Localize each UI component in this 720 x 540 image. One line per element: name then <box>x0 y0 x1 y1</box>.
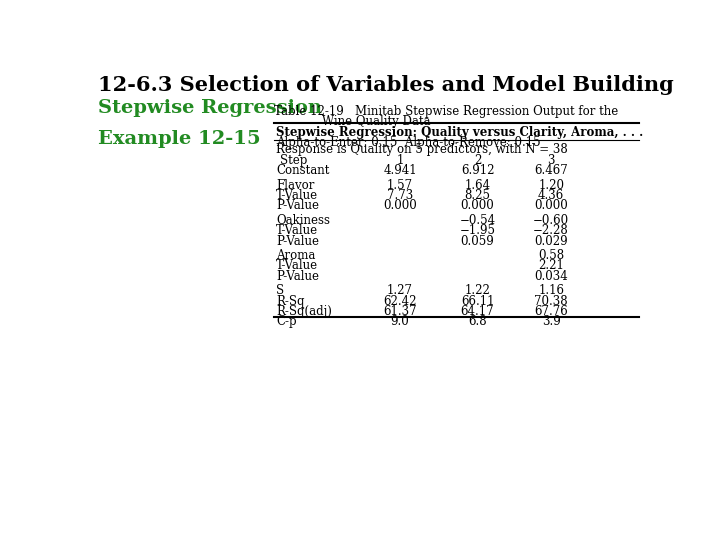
Text: C-p: C-p <box>276 315 297 328</box>
Text: 0.000: 0.000 <box>383 199 417 212</box>
Text: T-Value: T-Value <box>276 224 318 238</box>
Text: 1.27: 1.27 <box>387 285 413 298</box>
Text: 67.76: 67.76 <box>534 305 568 318</box>
Text: T-Value: T-Value <box>276 259 318 273</box>
Text: Stepwise Regression: Stepwise Regression <box>98 99 322 117</box>
Text: 7.73: 7.73 <box>387 189 413 202</box>
Text: 12-6.3 Selection of Variables and Model Building: 12-6.3 Selection of Variables and Model … <box>98 75 673 95</box>
Text: Stepwise Regression: Quality versus Clarity, Aroma, . . .: Stepwise Regression: Quality versus Clar… <box>276 126 643 139</box>
Text: −0.54: −0.54 <box>459 214 495 227</box>
Text: R-Sq(adj): R-Sq(adj) <box>276 305 332 318</box>
Text: Response is Quality on 5 predictors, with N = 38: Response is Quality on 5 predictors, wit… <box>276 143 568 157</box>
Text: Aroma: Aroma <box>276 249 315 262</box>
Text: S: S <box>276 285 284 298</box>
Text: Oakiness: Oakiness <box>276 214 330 227</box>
Text: Wine Quality Data: Wine Quality Data <box>323 115 431 128</box>
Text: 6.912: 6.912 <box>461 164 494 177</box>
Text: 1.57: 1.57 <box>387 179 413 192</box>
Text: P-Value: P-Value <box>276 234 319 247</box>
Text: 3: 3 <box>547 154 555 167</box>
Text: 64.17: 64.17 <box>461 305 495 318</box>
Text: 66.11: 66.11 <box>461 294 494 308</box>
Text: 1.22: 1.22 <box>464 285 490 298</box>
Text: P-Value: P-Value <box>276 199 319 212</box>
Text: 0.034: 0.034 <box>534 269 568 282</box>
Text: Example 12-15: Example 12-15 <box>98 130 261 148</box>
Text: Constant: Constant <box>276 164 329 177</box>
Text: 0.059: 0.059 <box>461 234 495 247</box>
Text: 0.000: 0.000 <box>534 199 568 212</box>
Text: 62.42: 62.42 <box>383 294 417 308</box>
Text: 0.58: 0.58 <box>538 249 564 262</box>
Text: Alpha-to-Enter: 0.15  Alpha-to-Remove: 0.15: Alpha-to-Enter: 0.15 Alpha-to-Remove: 0.… <box>276 137 541 150</box>
Text: 0.029: 0.029 <box>534 234 568 247</box>
Text: 0.000: 0.000 <box>461 199 495 212</box>
Text: 1: 1 <box>396 154 404 167</box>
Text: 2.21: 2.21 <box>538 259 564 273</box>
Text: 4.36: 4.36 <box>538 189 564 202</box>
Text: 3.9: 3.9 <box>541 315 560 328</box>
Text: 70.38: 70.38 <box>534 294 568 308</box>
Text: 1.64: 1.64 <box>464 179 490 192</box>
Text: 1.16: 1.16 <box>538 285 564 298</box>
Text: 61.37: 61.37 <box>383 305 417 318</box>
Text: P-Value: P-Value <box>276 269 319 282</box>
Text: Flavor: Flavor <box>276 179 315 192</box>
Text: 1.20: 1.20 <box>538 179 564 192</box>
Text: 2: 2 <box>474 154 481 167</box>
Text: 6.467: 6.467 <box>534 164 568 177</box>
Text: T-Value: T-Value <box>276 189 318 202</box>
Text: 6.8: 6.8 <box>468 315 487 328</box>
Text: 9.0: 9.0 <box>391 315 410 328</box>
Text: 4.941: 4.941 <box>383 164 417 177</box>
Text: −0.60: −0.60 <box>533 214 570 227</box>
Text: Table 12-19   Minitab Stepwise Regression Output for the: Table 12-19 Minitab Stepwise Regression … <box>274 105 618 118</box>
Text: Step: Step <box>280 154 307 167</box>
Text: 8.25: 8.25 <box>464 189 490 202</box>
Text: −1.95: −1.95 <box>459 224 495 238</box>
Text: −2.28: −2.28 <box>534 224 569 238</box>
Text: R-Sq: R-Sq <box>276 294 305 308</box>
